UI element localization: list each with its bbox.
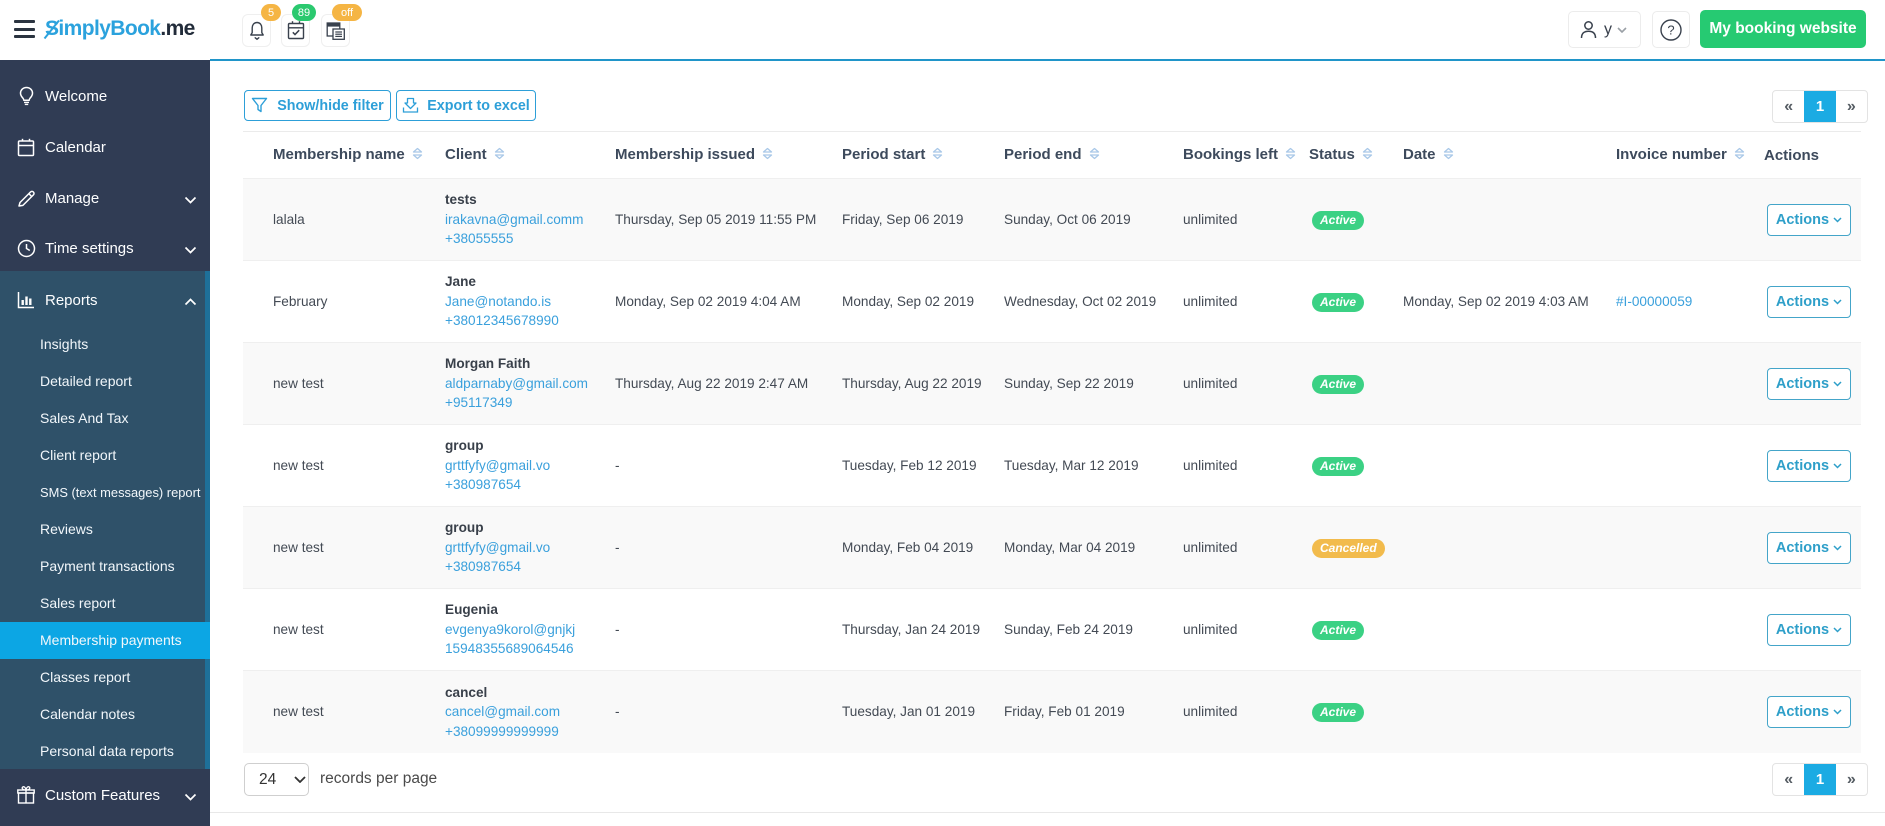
svg-text:?: ?: [1667, 22, 1674, 37]
